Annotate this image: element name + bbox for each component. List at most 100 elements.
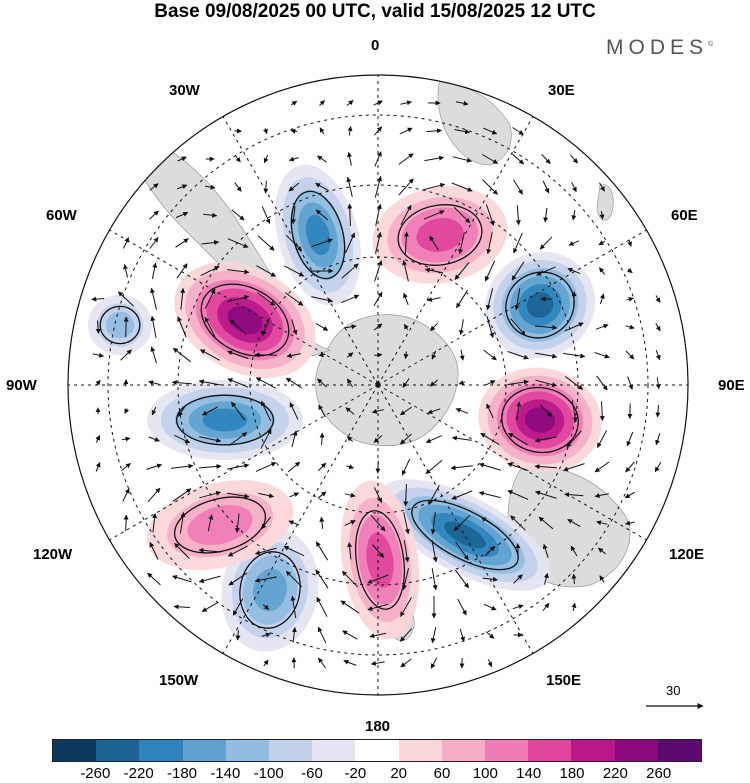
wind-arrow [198,463,222,469]
lon-label-90w: 90W [6,377,37,394]
wind-arrow [230,401,246,421]
wind-arrow [180,287,186,310]
wind-arrow [403,512,410,535]
madagascar-landmass [596,184,614,221]
wind-arrow [429,235,439,251]
wind-arrow [261,516,271,530]
wind-arrow [454,129,471,135]
colorbar-tick-label: 180 [559,765,585,782]
anomaly-contour-band [187,504,253,546]
wind-arrow [317,378,327,388]
wind-arrow [291,657,297,669]
anomaly-contour-line [290,190,346,280]
lon-label-120e: 120E [669,546,705,563]
wind-arrow [403,540,410,563]
wind-arrow [122,237,130,249]
wind-arrow [452,156,472,163]
wind-arrow [510,515,526,531]
wind-arrow [507,462,529,472]
wind-arrow [534,436,557,443]
wind-arrow [254,352,278,358]
wind-arrow [342,630,358,640]
colorbar-tick-label: -20 [344,765,367,782]
wind-arrow [150,315,157,338]
wind-arrow [430,657,438,669]
wind-arrow [256,292,276,306]
wind-arrow [399,628,413,642]
wind-arrow [254,547,277,556]
wind-arrow [403,231,409,255]
wind-arrow [288,520,300,526]
wind-arrow [341,294,360,304]
wind-arrow [425,459,443,475]
colorbar-tick-label: -220 [123,765,154,782]
wind-arrow [95,379,101,387]
wind-arrow [451,182,473,192]
wind-arrow [171,380,192,386]
wind-arrow [198,547,222,553]
wind-arrow [599,267,605,275]
wind-arrow [595,323,609,330]
wind-arrow [535,379,558,388]
wind-arrow [430,627,437,644]
wind-arrow [254,576,277,583]
wind-arrow [150,346,157,364]
anomaly-contour-band [105,311,135,339]
wind-arrow [256,265,277,277]
wind-arrow [455,100,469,106]
wind-arrow [486,403,494,419]
wind-arrow [149,237,159,249]
wind-arrow [400,658,412,668]
wind-arrow [625,461,635,473]
anomaly-blob [372,186,508,284]
wind-arrow [263,154,269,164]
wind-arrow [263,659,269,667]
meridian-line [377,384,534,654]
wind-arrow [315,541,329,561]
wind-arrow [624,491,636,499]
wind-arrow [371,544,385,558]
wind-arrow [459,628,466,642]
wind-arrow [291,206,296,225]
wind-arrow [227,295,250,303]
colorbar-swatch [312,740,356,761]
wind-arrow [513,179,523,195]
wind-arrow [123,514,129,531]
wind-arrow [567,518,581,528]
wind-arrow [318,404,326,418]
wind-arrow [373,435,383,443]
wind-arrow [121,463,131,471]
wind-arrow [258,492,275,499]
wind-arrow [625,350,635,360]
wind-arrow [291,319,298,336]
wind-arrow [459,349,465,361]
wind-arrow [403,292,409,305]
wind-arrow [319,100,325,106]
wind-arrow [346,352,354,358]
wind-arrow [398,178,414,196]
wind-arrow [343,324,357,330]
wind-arrow [625,324,635,330]
wind-arrow [151,406,157,416]
wind-arrow [563,463,585,472]
wind-arrow [316,596,328,617]
wind-arrow [204,316,216,338]
wind-arrow [283,545,305,557]
colorbar-tick-label: 140 [516,765,542,782]
wind-arrow [426,128,442,134]
wind-arrow [400,597,412,617]
wind-arrow [123,264,128,278]
wind-arrow [655,433,661,446]
wind-arrow [319,516,325,529]
wind-arrow [228,572,248,586]
wind-arrow [512,127,524,135]
meridian-line [222,384,379,654]
wind-arrow [231,209,245,221]
anomaly-contour-line [99,305,141,345]
wind-arrow [596,520,608,526]
wind-arrow [374,151,382,167]
wind-arrow [227,492,250,499]
wind-arrow [289,492,300,498]
wind-arrow [564,492,584,498]
wind-arrow [370,660,385,666]
